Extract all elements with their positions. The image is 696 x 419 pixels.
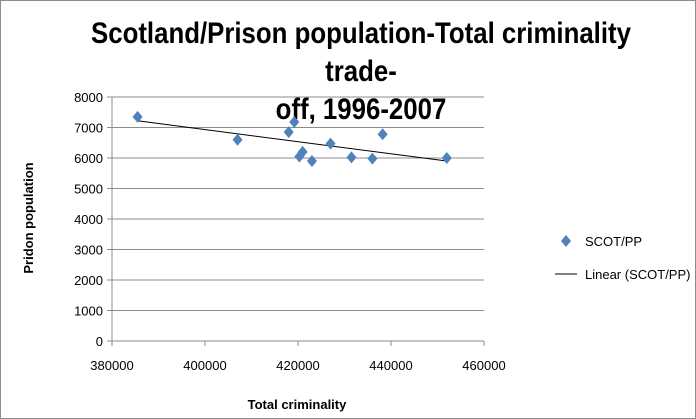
axes [107,96,485,346]
data-point [289,116,300,129]
y-tick-label-0: 0 [96,334,103,349]
y-tick-label-4000: 4000 [74,212,103,227]
y-tick-label-1000: 1000 [74,304,103,319]
chart-title-line-1: Scotland/Prison population-Total crimina… [91,17,631,88]
chart-title: Scotland/Prison population-Total crimina… [86,15,636,129]
data-point [232,133,243,146]
data-point [283,126,294,139]
data-point [132,110,143,123]
chart-title-line-2: off, 1996-2007 [275,93,447,126]
x-tick-label-400000: 400000 [183,358,226,373]
data-point [367,152,378,165]
y-tick-label-3000: 3000 [74,243,103,258]
y-tick-label-8000: 8000 [74,90,103,105]
legend-marker-scot-pp [561,235,571,247]
x-tick-label-460000: 460000 [462,358,505,373]
y-tick-label-5000: 5000 [74,182,103,197]
data-point [325,137,336,150]
y-tick-label-7000: 7000 [74,121,103,136]
data-point [377,128,388,141]
x-tick-label-420000: 420000 [276,358,319,373]
trendline [137,120,447,162]
y-tick-label-2000: 2000 [74,273,103,288]
x-tick-label-440000: 440000 [369,358,412,373]
legend-label-linear: Linear (SCOT/PP) [585,267,690,282]
trendline-layer [137,120,447,162]
y-tick-label-6000: 6000 [74,151,103,166]
y-axis-label: Pridon population [21,162,36,273]
legend-label-scot-pp: SCOT/PP [585,234,642,249]
data-points [132,110,452,168]
x-tick-labels: 380000 400000 420000 440000 460000 [90,358,505,373]
gridlines [112,96,484,311]
data-point [306,155,317,168]
x-axis-label: Total criminality [248,397,347,412]
data-point [441,152,452,164]
x-tick-label-380000: 380000 [90,358,133,373]
legend: SCOT/PP Linear (SCOT/PP) [555,234,690,282]
data-point [297,145,308,158]
y-tick-labels: 0 1000 2000 3000 4000 5000 6000 7000 8000 [74,90,103,349]
data-point [346,151,357,164]
